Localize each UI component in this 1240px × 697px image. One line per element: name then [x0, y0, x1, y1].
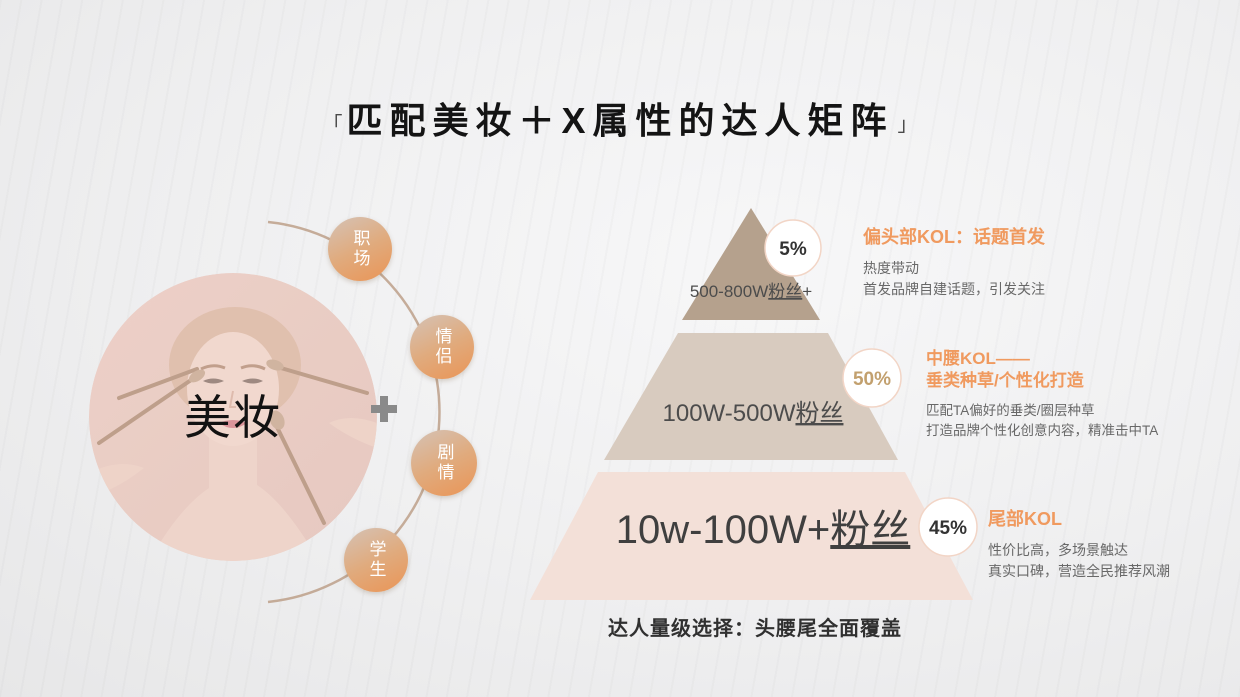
pyramid-tier-top	[682, 208, 820, 320]
page-title: 「匹配美妆＋X属性的达人矩阵」	[0, 92, 1240, 144]
attribute-label: 职场	[350, 229, 370, 269]
share-badge-bottom	[918, 497, 978, 557]
kol-note-bottom: 尾部KOL 性价比高，多场景触达 真实口碑，营造全民推荐风潮	[988, 508, 1170, 581]
pyramid-caption: 达人量级选择：头腰尾全面覆盖	[608, 618, 902, 640]
kol-pyramid: 500-800W粉丝+ 100W-500W粉丝 10w-100W+粉丝 5% 5…	[530, 208, 978, 600]
share-value-top: 5%	[779, 239, 807, 260]
plus-icon	[371, 396, 397, 422]
attribute-badge-drama: 剧情	[411, 430, 477, 496]
title-bracket-left: 「	[322, 114, 343, 136]
title-text: 匹配美妆＋X属性的达人矩阵	[346, 100, 894, 141]
kol-note-middle-heading1: 中腰KOL——	[926, 349, 1030, 368]
attribute-badge-student: 学生	[344, 528, 408, 592]
attribute-badge-career: 职场	[328, 217, 392, 281]
kol-note-bottom-line1: 性价比高，多场景触达	[988, 542, 1128, 559]
attribute-label: 情侣	[432, 327, 452, 367]
kol-note-bottom-heading: 尾部KOL	[988, 509, 1062, 529]
attribute-badge-couple: 情侣	[410, 315, 474, 379]
pyramid-tier-middle	[604, 333, 898, 460]
attribute-label: 剧情	[434, 443, 454, 483]
share-value-middle: 50%	[853, 369, 891, 390]
tier-middle-range: 100W-500W粉丝	[663, 400, 844, 427]
share-badge-middle	[842, 348, 902, 408]
kol-note-top-heading: 偏头部KOL：话题首发	[863, 227, 1045, 247]
share-value-bottom: 45%	[929, 518, 967, 539]
attribute-label: 学生	[366, 540, 386, 580]
kol-note-top: 偏头部KOL：话题首发 热度带动 首发品牌自建话题，引发关注	[863, 226, 1045, 299]
share-badge-top	[764, 219, 822, 277]
pyramid-tier-bottom	[530, 472, 973, 600]
beauty-label: 美妆	[184, 390, 282, 444]
makeup-scene-illustration	[89, 273, 377, 561]
kol-note-bottom-line2: 真实口碑，营造全民推荐风潮	[988, 562, 1170, 579]
tier-top-range: 500-800W粉丝+	[690, 282, 812, 301]
tier-bottom-range: 10w-100W+粉丝	[616, 508, 911, 552]
kol-note-middle: 中腰KOL—— 垂类种草/个性化打造 匹配TA偏好的垂类/圈层种草 打造品牌个性…	[926, 348, 1158, 440]
kol-note-middle-line2: 打造品牌个性化创意内容，精准击中TA	[926, 422, 1159, 438]
kol-note-middle-heading2: 垂类种草/个性化打造	[926, 371, 1084, 391]
kol-note-top-line1: 热度带动	[863, 260, 919, 277]
kol-note-middle-line1: 匹配TA偏好的垂类/圈层种草	[926, 403, 1095, 419]
beauty-photo-circle: 美妆	[89, 273, 377, 561]
kol-note-top-line2: 首发品牌自建话题，引发关注	[863, 280, 1045, 297]
title-bracket-right: 」	[897, 114, 918, 136]
